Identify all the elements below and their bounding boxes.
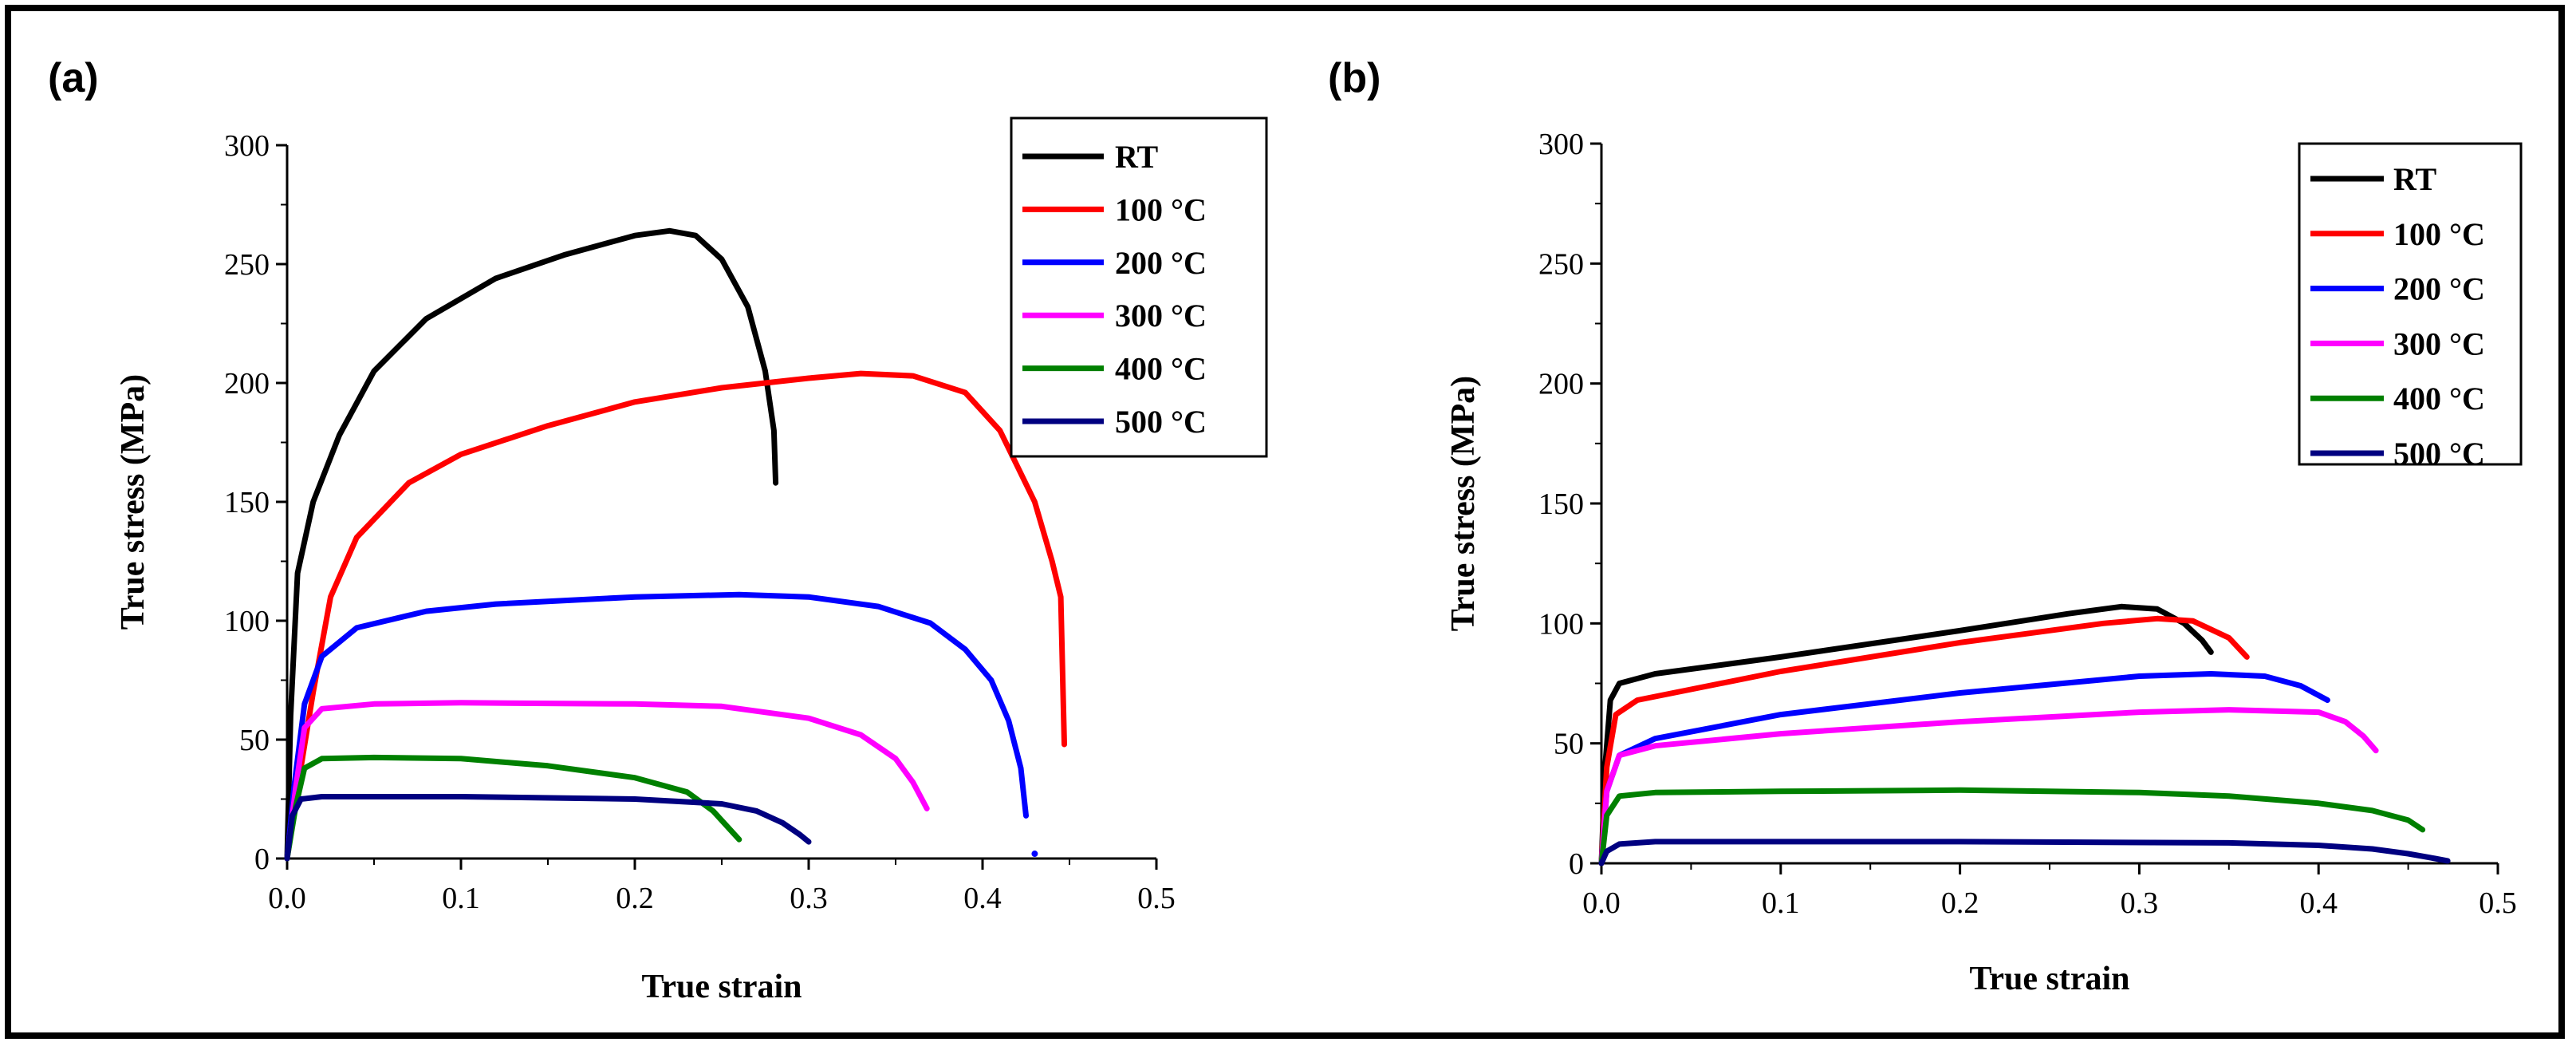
legend-label-b: 500 °C: [2393, 436, 2485, 472]
legend-label-a: 200 °C: [1115, 245, 1207, 281]
x-tick-label-a: 0.2: [616, 882, 654, 915]
legend-label-b: 200 °C: [2393, 271, 2485, 307]
series-line-b-500c: [1598, 839, 2451, 866]
legend-label-a: 100 °C: [1115, 191, 1207, 227]
series-line-a-300c: [284, 700, 930, 862]
legend-label-b: 300 °C: [2393, 326, 2485, 361]
y-tick-label-a: 150: [224, 486, 270, 519]
x-tick-label-b: 0.2: [1941, 886, 1979, 920]
series-line-b-400c: [1598, 787, 2426, 866]
series-line-b-rt: [1598, 603, 2214, 866]
x-tick-label-a: 0.1: [442, 882, 480, 915]
y-tick-label-a: 250: [224, 248, 270, 282]
legend-label-b: 100 °C: [2393, 216, 2485, 252]
legend-label-b: 400 °C: [2393, 381, 2485, 416]
series-line-b-300c: [1598, 707, 2379, 866]
series-line-b-200c: [1598, 671, 2330, 866]
y-tick-label-b: 50: [1554, 728, 1584, 761]
y-tick-label-a: 200: [224, 367, 270, 401]
x-tick-label-b: 0.3: [2121, 886, 2159, 920]
y-axis-title-b: True stress (MPa): [1445, 376, 1482, 631]
y-tick-label-a: 100: [224, 605, 270, 638]
series-line-a-500c: [284, 794, 812, 862]
legend-label-a: 300 °C: [1115, 298, 1207, 334]
panel-b: (b) 0.0 0.1 0.2 0.3 0.4 0.5 0 50 100 150 200 250 300…: [1328, 55, 2523, 997]
y-axis-title-a: True stress (MPa): [115, 374, 152, 630]
panel-label-b: (b): [1328, 55, 1381, 101]
y-tick-label-a: 50: [239, 724, 270, 757]
x-axis-title-a: True strain: [641, 969, 802, 1005]
legend-box-a: [1010, 116, 1268, 458]
legend-label-a: RT: [1115, 139, 1158, 175]
legend-label-a: 500 °C: [1115, 404, 1207, 440]
y-tick-label-b: 300: [1538, 128, 1584, 161]
y-tick-label-a: 0: [254, 843, 270, 876]
y-tick-label-a: 300: [224, 129, 270, 163]
x-tick-label-a: 0.5: [1137, 882, 1176, 915]
x-tick-label-a: 0.0: [268, 882, 306, 915]
series-line-a-rt: [284, 227, 779, 862]
panel-a: (a) 0.0 0.1 0.2 0.3 0.4 0.5 0 50 100 150 200 250 300…: [48, 55, 1268, 1005]
y-tick-label-b: 0: [1569, 847, 1584, 881]
legend-label-b: RT: [2393, 161, 2436, 197]
y-tick-label-b: 200: [1538, 368, 1584, 401]
x-tick-label-b: 0.4: [2299, 886, 2338, 920]
series-line-a-200c: [284, 591, 1029, 862]
x-tick-label-b: 0.5: [2479, 886, 2517, 920]
series-line-a-400c: [284, 754, 742, 862]
y-tick-label-b: 100: [1538, 607, 1584, 641]
legend-label-a: 400 °C: [1115, 351, 1207, 387]
series-point-a-200c: [1031, 851, 1038, 858]
x-tick-label-b: 0.0: [1582, 886, 1621, 920]
y-tick-label-b: 150: [1538, 488, 1584, 521]
x-tick-label-b: 0.1: [1762, 886, 1800, 920]
x-tick-label-a: 0.4: [963, 882, 1002, 915]
legend-box-b: [2298, 142, 2523, 466]
y-tick-label-b: 250: [1538, 247, 1584, 281]
x-axis-title-b: True strain: [1969, 961, 2129, 997]
series-line-b-100c: [1598, 615, 2250, 866]
x-tick-label-a: 0.3: [790, 882, 828, 915]
series-line-a-100c: [284, 370, 1067, 862]
panel-label-a: (a): [48, 55, 99, 101]
